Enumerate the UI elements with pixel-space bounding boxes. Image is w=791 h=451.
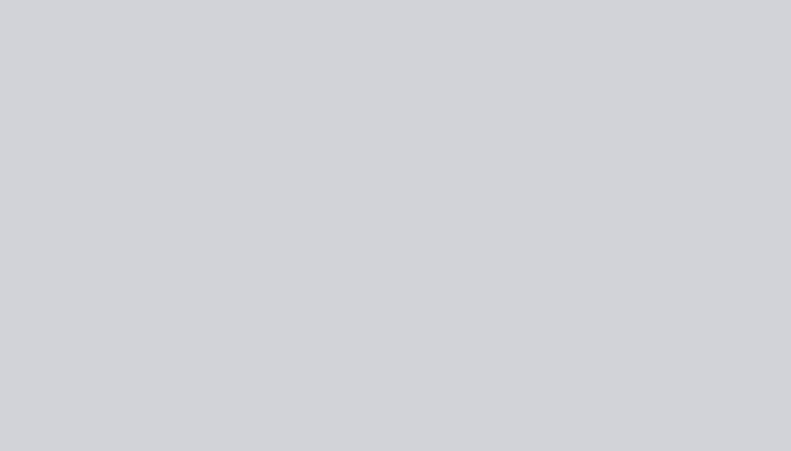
Text: (i): (i) [111,91,130,109]
Text: CH$_3$: CH$_3$ [572,364,604,384]
Text: H$_3$C$-$CH$=$CH$_2$: H$_3$C$-$CH$=$CH$_2$ [172,246,305,266]
Text: CH$_3$: CH$_3$ [258,359,290,380]
Text: (c)  Predict the type of reaction for each of the following equations.: (c) Predict the type of reaction for eac… [108,69,715,87]
Text: +: + [283,343,307,371]
Text: Cl: Cl [565,330,581,348]
Text: 130 -140 °C: 130 -140 °C [274,176,357,190]
Text: (ii): (ii) [111,212,134,230]
Text: H₂SO₄: H₂SO₄ [293,124,338,139]
Text: (iii): (iii) [111,293,140,311]
Text: OH: OH [275,145,301,163]
Text: H₂, Pt: H₂, Pt [333,224,376,239]
Text: uv: uv [392,322,411,337]
Text: Cl$_2$: Cl$_2$ [320,345,350,368]
Text: H$_3$C$-$CH$_2$$-$CH$_3$: H$_3$C$-$CH$_2$$-$CH$_3$ [397,246,532,266]
